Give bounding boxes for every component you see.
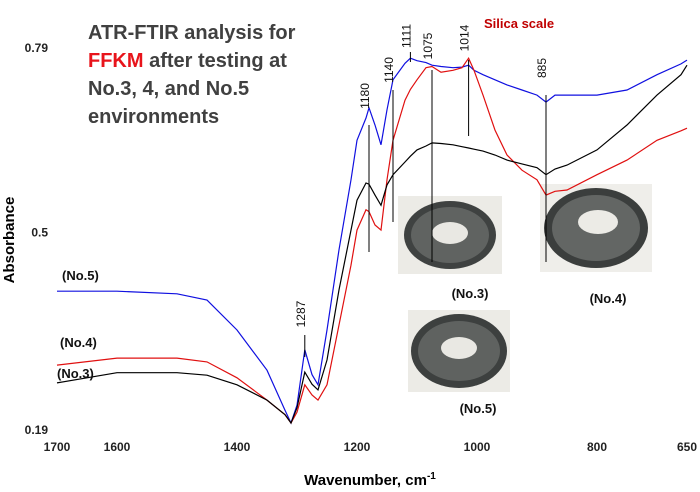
series-label: (No.5) <box>62 268 99 283</box>
x-tick-label: 1400 <box>224 440 251 454</box>
x-axis-label-sup: -1 <box>427 471 436 482</box>
annotation-label: 1180 <box>358 83 372 109</box>
x-tick-label: 800 <box>587 440 607 454</box>
photo <box>398 196 502 274</box>
annotation-label: 1111 <box>399 24 413 48</box>
photo <box>408 310 510 392</box>
annotation-note: Silica scale <box>484 16 554 31</box>
photo-label: (No.3) <box>452 286 489 301</box>
title-segment: environments <box>88 106 219 128</box>
chart-title: ATR-FTIR analysis for FFKM after testing … <box>88 22 296 128</box>
title-segment: FFKM <box>88 50 144 72</box>
photo <box>540 184 652 272</box>
x-tick-label: 1000 <box>464 440 491 454</box>
annotation-label: 1287 <box>294 300 308 327</box>
x-tick-label: 650 <box>677 440 697 454</box>
x-tick-label: 1700 <box>44 440 71 454</box>
series-line <box>56 64 688 425</box>
annotation-label: 1014 <box>458 24 472 51</box>
y-tick-label: 0.5 <box>31 226 48 240</box>
title-segment: ATR-FTIR analysis for <box>88 22 296 44</box>
annotation-label: 1075 <box>421 32 435 59</box>
photo-label: (No.5) <box>460 401 497 416</box>
y-tick-label: 0.79 <box>25 41 49 55</box>
annotation-label: 1140 <box>382 57 396 83</box>
title-segment: No.3, 4, and No.5 <box>88 78 249 100</box>
series-label: (No.4) <box>60 335 97 350</box>
annotation-label: 885 <box>535 58 549 78</box>
series-label: (No.3) <box>57 366 94 381</box>
x-tick-label: 1600 <box>104 440 131 454</box>
x-axis-label: Wavenumber, cm-1 <box>304 471 436 489</box>
y-tick-label: 0.19 <box>25 423 49 437</box>
x-axis-label-text: Wavenumber, cm <box>304 472 427 489</box>
photo-label: (No.4) <box>590 291 627 306</box>
y-axis-label: Absorbance <box>1 197 18 284</box>
title-segment: after testing at <box>144 50 288 72</box>
x-tick-label: 1200 <box>344 440 371 454</box>
